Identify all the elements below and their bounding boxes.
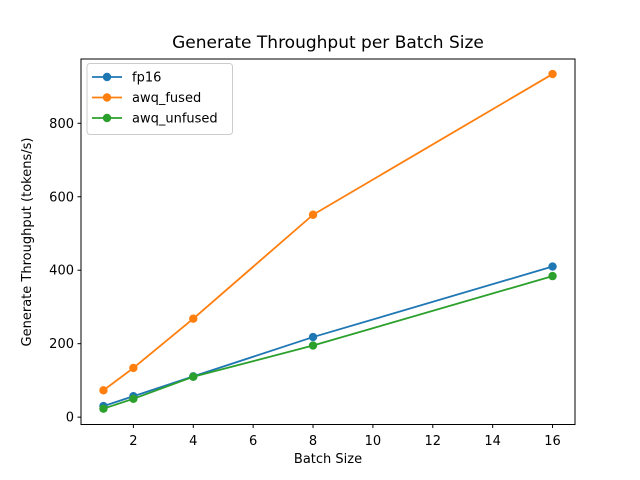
series-point-fp16: [548, 262, 557, 271]
axes-spines: [80, 58, 576, 425]
series-point-awq_unfused: [129, 394, 138, 403]
series-point-awq_unfused: [189, 372, 198, 381]
series-point-awq_fused: [129, 363, 138, 373]
series-point-awq_unfused: [308, 341, 318, 350]
y-tick-label: 0: [66, 411, 74, 426]
y-tick-label: 200: [49, 337, 74, 352]
legend-label-fp16: fp16: [132, 71, 161, 86]
x-tick-label: 16: [544, 434, 561, 449]
x-tick-label: 8: [309, 434, 317, 449]
x-axis-label: Batch Size: [294, 452, 362, 467]
legend-marker-awq_fused: [102, 93, 112, 102]
legend-marker-awq_unfused: [102, 113, 112, 123]
series-line-awq_unfused: [102, 275, 554, 410]
x-tick-label: 6: [249, 434, 257, 449]
series-point-awq_fused: [548, 69, 557, 79]
plot-area: 2 4 6 8 10 12 14 16 0 200 400 600 800: [49, 58, 576, 449]
legend: fp16 awq_fused awq_unfused: [86, 63, 233, 135]
y-tick-label: 400: [49, 264, 74, 279]
series-point-awq_unfused: [548, 271, 557, 281]
series-point-fp16: [308, 332, 318, 342]
series-point-awq_fused: [308, 210, 318, 219]
y-axis-label: Generate Throughput (tokens/s): [20, 138, 35, 347]
legend-marker-fp16: [102, 72, 112, 82]
legend-label-awq_unfused: awq_unfused: [132, 112, 218, 127]
legend-label-awq_fused: awq_fused: [132, 91, 201, 106]
series-point-awq_unfused: [99, 404, 108, 413]
chart-title: Generate Throughput per Batch Size: [172, 33, 484, 53]
x-tick-label: 10: [365, 434, 382, 449]
x-tick-label: 12: [425, 434, 442, 449]
y-tick-label: 600: [49, 190, 74, 205]
y-tick-label: 800: [49, 117, 74, 132]
x-tick-label: 14: [484, 434, 501, 449]
series-point-awq_fused: [99, 386, 108, 395]
x-tick-label: 2: [129, 434, 137, 449]
legend-box: [86, 63, 233, 135]
series-point-awq_fused: [189, 314, 198, 323]
x-tick-label: 4: [189, 434, 197, 449]
